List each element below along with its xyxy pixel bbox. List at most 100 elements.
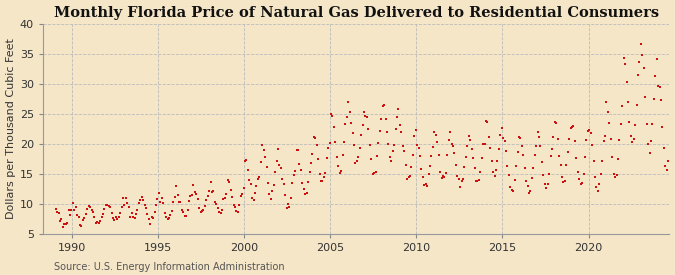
Point: [267, 189, 277, 194]
Point: [408, 153, 418, 157]
Point: [470, 179, 481, 183]
Point: [61, 221, 72, 225]
Point: [479, 142, 490, 146]
Point: [270, 170, 281, 174]
Point: [456, 178, 467, 183]
Point: [542, 182, 553, 186]
Point: [313, 157, 323, 161]
Point: [555, 163, 566, 167]
Point: [373, 141, 384, 145]
Point: [354, 146, 365, 150]
Point: [392, 115, 402, 120]
Point: [172, 192, 183, 197]
Point: [537, 160, 547, 164]
Point: [482, 120, 493, 124]
Point: [458, 177, 468, 181]
Point: [551, 121, 562, 126]
Point: [417, 175, 428, 179]
Point: [63, 208, 74, 212]
Point: [486, 159, 497, 163]
Point: [53, 211, 64, 215]
Point: [599, 133, 610, 138]
Point: [347, 131, 358, 135]
Point: [360, 113, 371, 118]
Point: [92, 220, 103, 224]
Point: [135, 197, 146, 202]
Point: [195, 210, 206, 214]
Title: Monthly Florida Price of Natural Gas Delivered to Residential Consumers: Monthly Florida Price of Natural Gas Del…: [53, 6, 659, 20]
Point: [651, 57, 662, 61]
Point: [452, 174, 462, 179]
Point: [385, 155, 396, 159]
Point: [371, 153, 382, 158]
Point: [400, 163, 411, 168]
Point: [454, 177, 464, 181]
Point: [605, 137, 616, 141]
Point: [314, 172, 325, 176]
Point: [317, 179, 328, 184]
Point: [433, 153, 444, 158]
Point: [647, 122, 657, 126]
Point: [329, 125, 340, 129]
Point: [393, 106, 404, 111]
Point: [144, 216, 155, 221]
Point: [148, 216, 159, 220]
Point: [449, 150, 460, 155]
Point: [205, 179, 216, 184]
Point: [259, 148, 269, 152]
Point: [202, 194, 213, 198]
Point: [396, 130, 407, 134]
Point: [620, 61, 630, 66]
Point: [69, 208, 80, 212]
Point: [323, 145, 333, 150]
Point: [504, 173, 514, 177]
Point: [403, 175, 414, 179]
Point: [112, 216, 123, 221]
Point: [180, 213, 190, 218]
Point: [502, 164, 513, 169]
Point: [614, 138, 625, 142]
Point: [173, 199, 184, 204]
Point: [232, 210, 243, 214]
Point: [333, 164, 344, 168]
Point: [547, 146, 558, 151]
Point: [578, 171, 589, 176]
Point: [534, 135, 545, 139]
Point: [409, 134, 420, 139]
Point: [340, 122, 351, 126]
Point: [59, 222, 70, 227]
Point: [169, 195, 180, 199]
Point: [264, 192, 275, 196]
Point: [520, 179, 531, 183]
Point: [224, 180, 235, 184]
Point: [124, 204, 134, 209]
Point: [643, 142, 653, 146]
Point: [516, 144, 527, 149]
Point: [185, 194, 196, 198]
Point: [78, 217, 88, 222]
Point: [115, 211, 126, 215]
Point: [228, 203, 239, 207]
Point: [337, 152, 348, 157]
Point: [522, 184, 533, 189]
Point: [366, 156, 377, 161]
Point: [475, 170, 485, 174]
Point: [89, 215, 100, 219]
Point: [574, 177, 585, 181]
Point: [645, 139, 656, 144]
Point: [564, 137, 574, 141]
Point: [426, 154, 437, 158]
Point: [230, 205, 240, 210]
Point: [274, 163, 285, 167]
Point: [572, 170, 583, 174]
Point: [277, 177, 288, 181]
Point: [306, 161, 317, 165]
Point: [508, 189, 518, 194]
Point: [622, 100, 633, 104]
Point: [218, 196, 229, 201]
Point: [446, 141, 457, 146]
Point: [307, 152, 318, 156]
Point: [565, 126, 576, 130]
Y-axis label: Dollars per Thousand Cubic Feet: Dollars per Thousand Cubic Feet: [5, 38, 16, 219]
Point: [60, 221, 71, 226]
